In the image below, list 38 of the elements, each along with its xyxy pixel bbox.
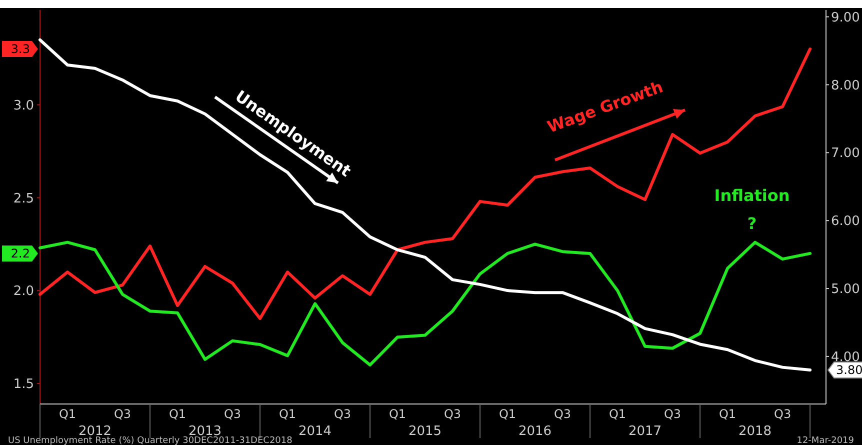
- text: 2014: [298, 424, 332, 439]
- y2-tick-label: 6.00: [831, 214, 860, 230]
- y2-tick-label: 9.00: [831, 10, 860, 26]
- x-tick-label: Q1: [498, 407, 516, 421]
- annotation: ?: [747, 214, 757, 233]
- line-series: [38, 48, 812, 320]
- y-tick-label: 2.2: [10, 246, 30, 261]
- line-series: [38, 38, 812, 372]
- x-tick-label: Q3: [224, 407, 242, 421]
- text: 2017: [628, 424, 662, 439]
- x-tick-label: Q1: [168, 407, 186, 421]
- line-series: [38, 240, 812, 366]
- x-tick-label: Q3: [114, 407, 132, 421]
- x-tick-label: Q1: [58, 407, 76, 421]
- y-tick-label: 3.3: [10, 42, 30, 56]
- x-tick-label: Q3: [774, 407, 792, 421]
- y2-tick-label: 3.80: [836, 363, 862, 378]
- y-tick-label: 1.5: [13, 377, 34, 392]
- x-tick-label: Q1: [278, 407, 296, 421]
- text: 2018: [738, 424, 772, 439]
- x-tick-label: Q1: [718, 407, 736, 421]
- y2-tick-label: 5.00: [831, 282, 860, 298]
- text: 2015: [408, 424, 442, 439]
- x-tick-label: Q1: [608, 407, 626, 421]
- x-tick-label: Q3: [664, 407, 682, 421]
- x-tick-label: Q3: [444, 407, 462, 421]
- x-tick-label: Q1: [388, 407, 406, 421]
- text: 2016: [518, 424, 552, 439]
- y2-tick-label: 7.00: [831, 146, 860, 162]
- y-tick-label: 3.0: [13, 98, 34, 114]
- x-tick-label: Q3: [334, 407, 352, 421]
- y-tick-label: 2.0: [13, 284, 34, 300]
- y-tick-label: 2.5: [13, 191, 34, 206]
- text: 12-Mar-2019: [796, 436, 854, 445]
- y2-tick-label: 4.00: [831, 350, 860, 365]
- y2-tick-label: 8.00: [831, 78, 860, 94]
- x-tick-label: Q3: [554, 407, 572, 421]
- annotation: Inflation: [714, 186, 790, 205]
